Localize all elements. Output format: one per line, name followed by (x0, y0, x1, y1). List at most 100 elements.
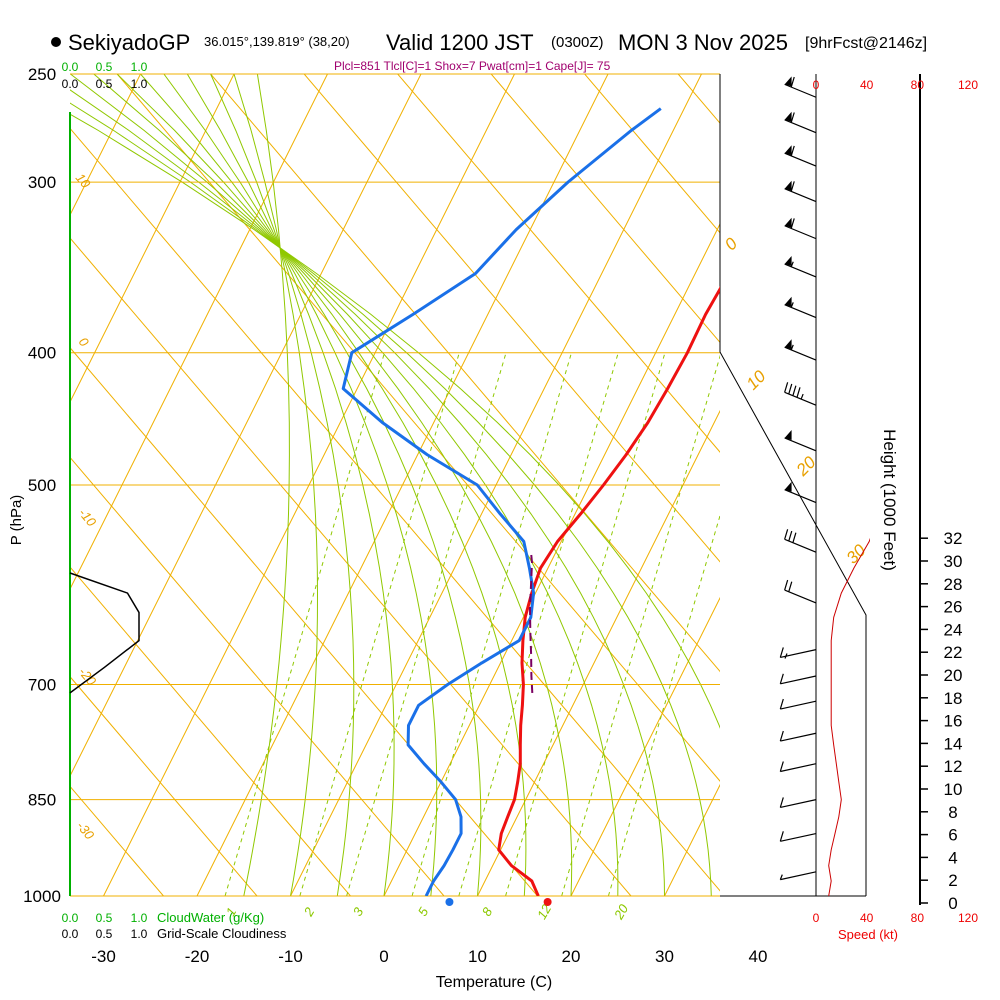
isotherm-line (70, 74, 141, 217)
cloudiness-tick-bottom: 1.0 (131, 927, 148, 941)
pressure-tick-label: 700 (28, 676, 56, 695)
wind-barb-full (784, 529, 789, 540)
wind-barb-half (779, 874, 783, 880)
mixing-ratio-label: 20 (610, 901, 631, 923)
cloud-water-tick-bottom: 0.5 (96, 911, 113, 925)
wind-barb-full (779, 761, 784, 772)
moist-adiabat-line (70, 113, 720, 729)
wind-barb-flag (784, 481, 792, 492)
cloudiness-tick-top: 0.0 (62, 77, 79, 91)
x-tick-label: -30 (91, 947, 116, 966)
height-tick-label: 14 (944, 734, 963, 753)
cloud-water-tick-top: 1.0 (131, 60, 148, 74)
moist-adiabat-line (210, 74, 355, 896)
pressure-tick-label: 250 (28, 65, 56, 84)
wind-barb-full (792, 532, 797, 543)
isotherm-label: 0 (721, 234, 742, 255)
cloud-water-tick-top: 0.0 (62, 60, 79, 74)
wind-barb-staff (784, 346, 817, 361)
wind-barb-flag (784, 256, 792, 266)
wind-barb-flag (784, 76, 792, 87)
mixing-ratio-label: 3 (350, 904, 367, 918)
wind-barb-staff (784, 225, 817, 240)
height-tick-label: 20 (944, 666, 963, 685)
isotherm-line (570, 596, 720, 896)
dry-adiabat-line (583, 74, 720, 234)
wind-barb-half (784, 653, 788, 659)
wind-barb-full (790, 112, 795, 123)
isotherm-label: 10 (743, 366, 770, 393)
wind-barb-staff (784, 119, 817, 134)
wind-barb-half (790, 261, 794, 267)
wind-barb-full (788, 581, 793, 592)
dry-adiabat-line (209, 74, 720, 673)
x-tick-label: 40 (749, 947, 768, 966)
temperature-axis: -30 -20 -10 0 10 20 30 40 (91, 947, 767, 966)
utc-time: (0300Z) (551, 34, 604, 51)
dry-adiabat-line (70, 566, 351, 896)
dry-adiabat-line (303, 74, 720, 563)
dry-adiabat-label: -30 (74, 818, 98, 843)
wind-speed-line (828, 537, 870, 896)
height-tick-label: 6 (948, 826, 957, 845)
height-tick-label: 30 (944, 552, 963, 571)
wind-barb-full (790, 145, 795, 157)
moist-adiabat-line (70, 102, 712, 896)
dry-adiabat-line (70, 237, 632, 896)
station-name: SekiyadoGP (68, 30, 190, 55)
station-dot-icon (51, 37, 61, 47)
mixing-ratio-lines (224, 352, 720, 896)
wind-barb-staff (784, 538, 817, 553)
mixing-ratio-line (411, 352, 572, 896)
wind-panel (719, 74, 867, 897)
dry-adiabat-line (396, 74, 720, 453)
height-tick-label: 0 (948, 894, 957, 913)
moist-adiabat-line (70, 74, 619, 896)
speed-tick-top: 40 (860, 78, 874, 92)
moist-adiabat-line (116, 74, 527, 896)
height-tick-label: 24 (944, 620, 963, 639)
wind-barb-full (784, 382, 789, 393)
wind-barbs (779, 76, 817, 881)
wind-barb-full (784, 579, 789, 591)
wind-barb-staff (780, 732, 817, 742)
mixing-ratio-line (607, 513, 720, 896)
dry-adiabat-line (70, 895, 71, 896)
cloudiness-tick-top: 1.0 (131, 77, 148, 91)
wind-barb-half (790, 344, 794, 351)
temperature-line (497, 286, 720, 896)
stability-indices: Plcl=851 Tlcl[C]=1 Shox=7 Pwat[cm]=1 Cap… (334, 59, 611, 73)
cloud-water-tick-top: 0.5 (96, 60, 113, 74)
height-tick-label: 22 (944, 643, 963, 662)
dry-adiabat-label: -10 (76, 505, 100, 530)
wind-barb-full (792, 385, 797, 396)
moist-adiabat-line (243, 74, 290, 896)
wind-barb-half (790, 302, 794, 308)
wind-barb-full (779, 647, 784, 658)
mixing-ratio-line (505, 352, 666, 896)
mixing-ratio-line (299, 352, 460, 896)
dry-adiabat-line (70, 456, 445, 896)
wind-barb-full (796, 387, 801, 398)
height-axis-label: Height (1000 Feet) (880, 429, 899, 571)
dry-adiabat-line (70, 675, 258, 896)
wind-barb-staff (780, 763, 817, 773)
surface-dew-point-marker (445, 898, 454, 906)
height-tick-label: 26 (944, 598, 963, 617)
wind-barb-staff (784, 589, 817, 604)
wind-barb-full (779, 673, 784, 684)
wind-barb-full (779, 730, 784, 742)
forecast-info: [9hrFcst@2146z] (805, 35, 927, 52)
height-tick-label: 16 (944, 712, 963, 731)
mixing-ratio-line (224, 352, 385, 896)
wind-barb-flag (784, 145, 792, 156)
x-tick-label: 30 (655, 947, 674, 966)
wind-barb-half (800, 393, 804, 400)
mixing-ratio-label: 2 (300, 904, 317, 919)
wind-barb-full (790, 181, 795, 192)
x-axis-label: Temperature (C) (436, 974, 552, 991)
cloudiness-tick-bottom: 0.5 (96, 927, 113, 941)
x-tick-label: -10 (278, 947, 303, 966)
